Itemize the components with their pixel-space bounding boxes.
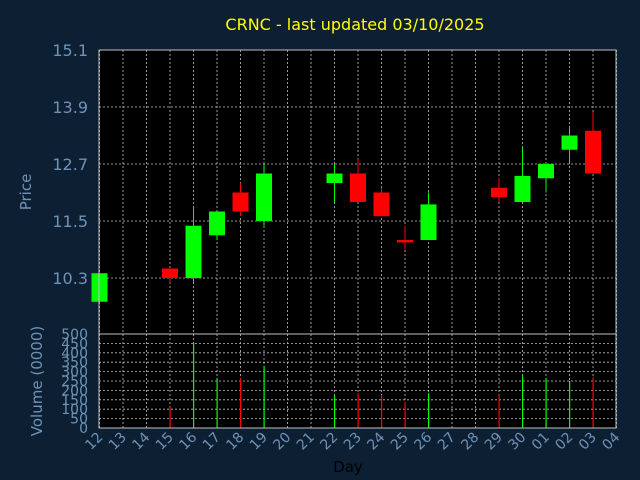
volume-bar [193,342,195,428]
volume-bar [592,377,594,428]
volume-y-tick-label: 100 [61,402,88,418]
candle-body [397,240,413,243]
volume-y-tick-label: 500 [61,327,88,343]
volume-y-tick-label: 200 [61,383,88,399]
volume-bar [522,376,524,428]
candle-body [162,268,178,278]
price-axis-label: Price [17,174,35,211]
candle-body [185,225,202,278]
candlestick-series [91,111,601,302]
candle-body [373,192,390,217]
candle-body [585,130,601,174]
candle-body [491,187,507,198]
volume-bar [169,407,171,428]
x-axis-label: Day [333,458,363,476]
price-y-tick-label: 10.3 [52,269,88,288]
volume-y-tick-label: 50 [70,412,88,428]
volume-bar [381,395,383,428]
volume-bar [240,378,242,428]
volume-y-tick-label: 400 [61,346,88,362]
volume-bar [334,396,336,428]
volume-y-tick-label: 300 [61,365,88,381]
price-y-tick-label: 13.9 [52,98,88,117]
price-y-tick-label: 12.7 [52,155,88,174]
candle-body [561,135,578,150]
candle-body [350,173,366,202]
volume-bar [357,393,359,428]
volume-bar [428,393,430,428]
volume-y-tick-label: 0 [79,421,88,437]
price-y-tick-label: 11.5 [52,212,88,231]
price-y-tick-label: 15.1 [52,41,88,60]
volume-bar [545,378,547,428]
volume-bar [263,365,265,428]
candle-body [420,204,437,240]
candle-body [326,173,343,183]
volume-bar [569,381,571,428]
volume-bar [216,378,218,428]
chart-title: CRNC - last updated 03/10/2025 [225,15,484,34]
volume-plot-frame [98,333,617,429]
volume-series [169,342,594,428]
candle-body [538,164,554,179]
candle-body [209,211,225,236]
volume-y-tick-label: 250 [61,374,88,390]
volume-y-tick-label: 350 [61,355,88,371]
volume-bar [404,401,406,428]
candle-body [514,175,531,202]
price-y-tick-labels: 10.3 11.5 12.7 13.9 15.1 [52,41,88,288]
volume-axis-label: Volume (0000) [28,326,46,436]
candle-body [232,192,249,212]
volume-bar [498,395,500,428]
x-tick-labels: 12 13 14 15 16 17 18 19 20 21 22 23 24 25 26 27 28 29 30 01… [82,429,623,453]
volume-y-tick-label: 450 [61,336,88,352]
candle-body [256,173,272,221]
volume-y-tick-label: 150 [61,393,88,409]
